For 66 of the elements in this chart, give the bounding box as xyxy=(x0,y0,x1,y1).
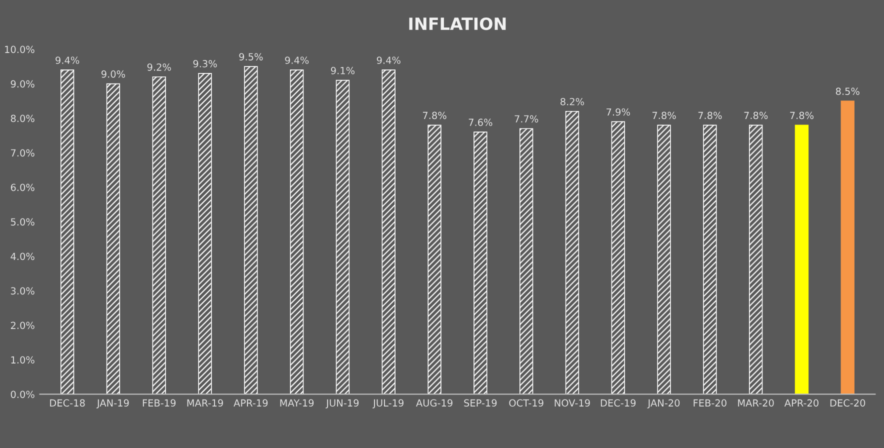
x-tick-label: DEC-19 xyxy=(600,399,636,407)
x-tick-label: DEC-20 xyxy=(830,399,866,407)
x-tick-label: DEC-18 xyxy=(50,399,85,407)
bar xyxy=(611,121,625,394)
data-label: 7.6% xyxy=(468,118,492,126)
data-label: 9.5% xyxy=(239,53,263,60)
bar xyxy=(152,76,166,394)
data-label: 9.3% xyxy=(193,60,217,68)
y-tick-label: 5.0% xyxy=(10,218,34,226)
bar xyxy=(198,73,212,394)
bar xyxy=(703,124,717,394)
y-tick-label: 4.0% xyxy=(10,252,34,260)
x-tick-label: MAR-19 xyxy=(187,399,223,407)
bar xyxy=(290,70,304,394)
x-tick-label: JAN-19 xyxy=(96,399,129,408)
x-tick-label: JUL-19 xyxy=(372,399,404,408)
x-tick-label: AUG-19 xyxy=(416,399,452,407)
bar xyxy=(474,132,488,394)
y-tick-label: 10.0% xyxy=(5,46,34,54)
bar xyxy=(60,70,74,394)
data-label: 9.4% xyxy=(376,56,400,64)
data-label: 8.5% xyxy=(836,88,860,95)
bar xyxy=(565,110,580,394)
x-tick-label: JAN-20 xyxy=(647,399,680,408)
x-tick-label: APR-19 xyxy=(234,399,268,407)
data-label: 8.2% xyxy=(560,98,584,106)
x-tick-label: FEB-19 xyxy=(142,399,176,407)
y-tick-label: 1.0% xyxy=(11,356,34,364)
y-tick-label: 8.0% xyxy=(10,114,34,122)
x-tick-label: JUN-19 xyxy=(326,399,359,408)
y-tick-label: 0.0% xyxy=(10,390,34,398)
bar xyxy=(794,124,809,394)
bar xyxy=(244,66,258,394)
y-tick-label: 9.0% xyxy=(10,80,34,88)
x-tick-label: MAY-19 xyxy=(280,399,314,407)
bar xyxy=(519,128,534,394)
y-tick-label: 6.0% xyxy=(10,184,34,192)
x-tick-label: NOV-19 xyxy=(554,399,590,407)
data-label: 9.4% xyxy=(56,56,80,64)
data-label: 7.8% xyxy=(698,112,722,120)
data-label: 7.8% xyxy=(790,112,814,120)
data-label: 7.8% xyxy=(652,112,676,120)
bar xyxy=(382,70,396,394)
x-tick-label: SEP-19 xyxy=(464,399,497,407)
data-label: 9.1% xyxy=(330,66,355,74)
bar xyxy=(428,124,442,394)
data-label: 9.2% xyxy=(147,63,171,71)
y-tick-label: 7.0% xyxy=(11,149,34,157)
chart-title: INFLATION xyxy=(409,17,506,30)
x-tick-label: MAR-20 xyxy=(738,399,774,407)
x-tick-label: FEB-20 xyxy=(694,399,726,407)
bar xyxy=(840,100,854,394)
y-tick-label: 3.0% xyxy=(10,287,34,295)
bar xyxy=(657,124,671,394)
data-label: 7.9% xyxy=(606,108,630,116)
bar xyxy=(336,80,350,394)
data-label: 7.7% xyxy=(514,115,538,123)
data-label: 7.8% xyxy=(744,112,768,120)
data-label: 9.0% xyxy=(101,70,126,78)
data-label: 9.4% xyxy=(285,56,309,64)
bar xyxy=(748,124,763,394)
data-label: 7.8% xyxy=(422,112,446,120)
bar xyxy=(106,83,120,394)
x-tick-label: OCT-19 xyxy=(509,399,544,407)
x-tick-label: APR-20 xyxy=(784,399,818,407)
y-tick-label: 2.0% xyxy=(10,322,34,330)
